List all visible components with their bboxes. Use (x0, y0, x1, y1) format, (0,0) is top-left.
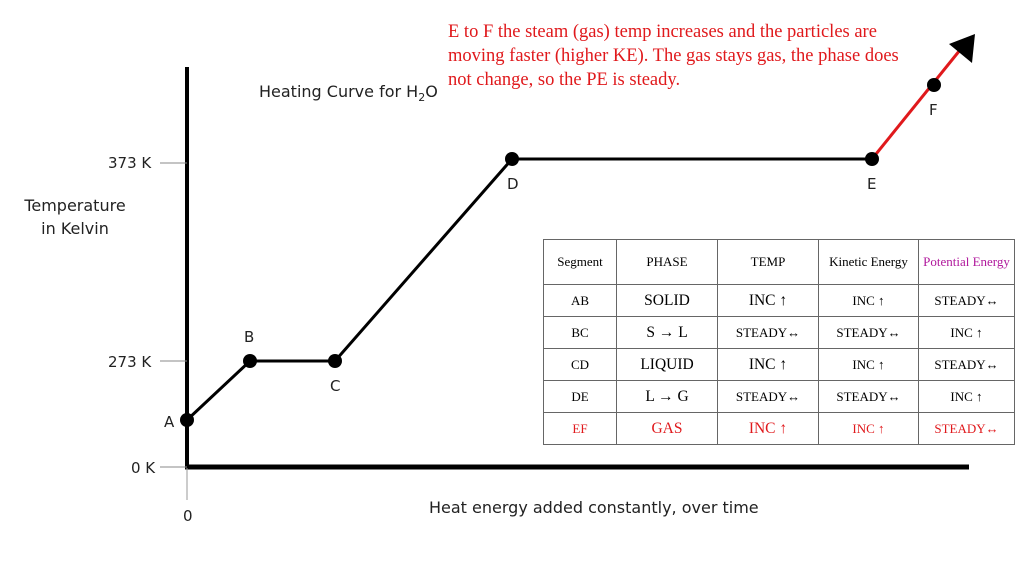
cell-potential: INC ↑ (918, 380, 1015, 413)
cell-phase: S → L (616, 316, 718, 349)
point-d-marker (505, 152, 519, 166)
point-b-label: B (244, 328, 255, 346)
cell-temp: INC ↑ (717, 412, 819, 445)
table-row: AB SOLID INC ↑ INC ↑ STEADY↔ (543, 284, 1015, 317)
cell-segment: CD (543, 348, 617, 381)
segment-summary-table: Segment PHASE TEMP Kinetic Energy Potent… (543, 239, 1015, 445)
point-c-label: C (330, 377, 341, 395)
cell-phase: GAS (616, 412, 718, 445)
cell-kinetic: INC ↑ (818, 284, 919, 317)
point-f-label: F (929, 101, 938, 119)
tick-label-373: 373 K (108, 154, 152, 172)
tick-label-273: 273 K (108, 353, 152, 371)
cell-segment: DE (543, 380, 617, 413)
cell-potential: STEADY↔ (918, 348, 1015, 381)
point-d-label: D (507, 175, 519, 193)
arrowhead-icon (949, 34, 975, 63)
cell-temp: INC ↑ (717, 348, 819, 381)
header-kinetic-energy: Kinetic Energy (818, 239, 919, 285)
cell-kinetic: STEADY↔ (818, 380, 919, 413)
point-a-marker (180, 413, 194, 427)
point-e-marker (865, 152, 879, 166)
header-temp: TEMP (717, 239, 819, 285)
y-axis-label-line1: Temperature (24, 196, 126, 215)
cell-phase: L → G (616, 380, 718, 413)
point-a-label: A (164, 413, 175, 431)
cell-segment: EF (543, 412, 617, 445)
table-header-row: Segment PHASE TEMP Kinetic Energy Potent… (543, 239, 1015, 285)
cell-temp: STEADY↔ (717, 380, 819, 413)
y-axis-label: Temperature in Kelvin (20, 194, 130, 240)
x-origin-label: 0 (183, 507, 193, 525)
cell-potential: STEADY↔ (918, 284, 1015, 317)
table-row: EF GAS INC ↑ INC ↑ STEADY↔ (543, 412, 1015, 445)
point-e-label: E (867, 175, 877, 193)
cell-potential: INC ↑ (918, 316, 1015, 349)
y-axis-label-line2: in Kelvin (41, 219, 109, 238)
header-phase: PHASE (616, 239, 718, 285)
tick-label-0: 0 K (131, 459, 156, 477)
header-potential-energy: Potential Energy (918, 239, 1015, 285)
chart-title: Heating Curve for H2O (259, 82, 438, 105)
cell-kinetic: INC ↑ (818, 348, 919, 381)
table-row: BC S → L STEADY↔ STEADY↔ INC ↑ (543, 316, 1015, 349)
point-c-marker (328, 354, 342, 368)
cell-phase: SOLID (616, 284, 718, 317)
table-row: CD LIQUID INC ↑ INC ↑ STEADY↔ (543, 348, 1015, 381)
cell-segment: BC (543, 316, 617, 349)
point-f-marker (927, 78, 941, 92)
cell-temp: INC ↑ (717, 284, 819, 317)
cell-temp: STEADY↔ (717, 316, 819, 349)
gas-segment-annotation: E to F the steam (gas) temp increases an… (448, 22, 899, 90)
cell-potential: STEADY↔ (918, 412, 1015, 445)
header-segment: Segment (543, 239, 617, 285)
table-row: DE L → G STEADY↔ STEADY↔ INC ↑ (543, 380, 1015, 413)
x-axis-label: Heat energy added constantly, over time (429, 498, 759, 517)
gas-segment-line (870, 49, 962, 160)
point-b-marker (243, 354, 257, 368)
cell-segment: AB (543, 284, 617, 317)
cell-kinetic: INC ↑ (818, 412, 919, 445)
cell-phase: LIQUID (616, 348, 718, 381)
cell-kinetic: STEADY↔ (818, 316, 919, 349)
